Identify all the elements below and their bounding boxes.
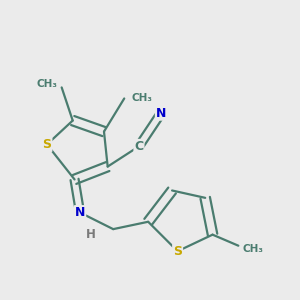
Text: H: H <box>86 228 96 241</box>
Text: N: N <box>75 206 85 219</box>
Text: CH₃: CH₃ <box>37 79 58 89</box>
Text: C: C <box>134 140 143 153</box>
Text: N: N <box>156 107 166 120</box>
Text: CH₃: CH₃ <box>242 244 263 254</box>
Text: CH₃: CH₃ <box>132 94 153 103</box>
Text: S: S <box>42 138 51 151</box>
Text: S: S <box>173 245 182 258</box>
